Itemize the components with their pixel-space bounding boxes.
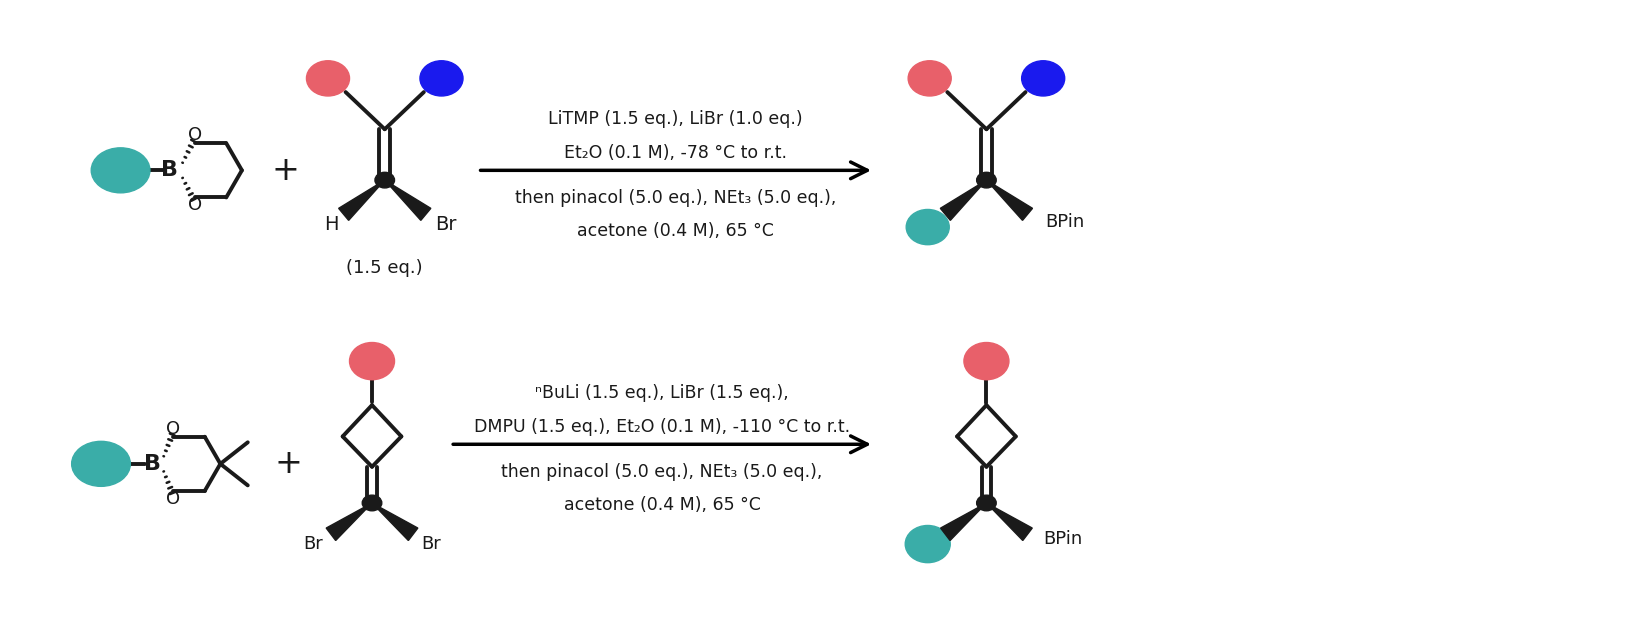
Text: O: O	[188, 196, 201, 214]
Polygon shape	[371, 503, 417, 541]
Text: B: B	[162, 160, 178, 180]
Ellipse shape	[977, 172, 997, 188]
Polygon shape	[327, 503, 371, 541]
Ellipse shape	[307, 61, 350, 96]
Ellipse shape	[71, 441, 130, 487]
Ellipse shape	[964, 343, 1008, 379]
Text: LiTMP (1.5 eq.), LiBr (1.0 eq.): LiTMP (1.5 eq.), LiBr (1.0 eq.)	[548, 110, 804, 128]
Ellipse shape	[906, 526, 950, 562]
Text: Et₂O (0.1 M), -78 °C to r.t.: Et₂O (0.1 M), -78 °C to r.t.	[564, 144, 787, 162]
Polygon shape	[987, 503, 1033, 541]
Polygon shape	[384, 180, 431, 220]
Text: BPin: BPin	[1043, 530, 1082, 548]
Text: Br: Br	[421, 535, 441, 553]
Polygon shape	[338, 180, 384, 220]
Text: then pinacol (5.0 eq.), NEt₃ (5.0 eq.),: then pinacol (5.0 eq.), NEt₃ (5.0 eq.),	[515, 189, 837, 207]
Text: Br: Br	[304, 535, 323, 553]
Text: DMPU (1.5 eq.), Et₂O (0.1 M), -110 °C to r.t.: DMPU (1.5 eq.), Et₂O (0.1 M), -110 °C to…	[474, 418, 850, 436]
Ellipse shape	[977, 495, 997, 511]
Text: Br: Br	[434, 214, 455, 234]
Text: +: +	[272, 154, 300, 187]
Polygon shape	[940, 180, 987, 220]
Text: ⁿBuLi (1.5 eq.), LiBr (1.5 eq.),: ⁿBuLi (1.5 eq.), LiBr (1.5 eq.),	[535, 385, 789, 403]
Text: acetone (0.4 M), 65 °C: acetone (0.4 M), 65 °C	[578, 222, 774, 240]
Text: (1.5 eq.): (1.5 eq.)	[346, 259, 422, 277]
Text: BPin: BPin	[1044, 213, 1084, 231]
Text: then pinacol (5.0 eq.), NEt₃ (5.0 eq.),: then pinacol (5.0 eq.), NEt₃ (5.0 eq.),	[502, 463, 823, 481]
Text: O: O	[167, 490, 180, 508]
Ellipse shape	[375, 172, 394, 188]
Ellipse shape	[906, 209, 949, 245]
Ellipse shape	[350, 343, 394, 379]
Text: +: +	[276, 447, 304, 480]
Text: O: O	[167, 420, 180, 438]
Polygon shape	[987, 180, 1033, 220]
Text: B: B	[144, 454, 162, 474]
Ellipse shape	[91, 148, 150, 193]
Text: O: O	[188, 126, 201, 144]
Ellipse shape	[421, 61, 464, 96]
Text: acetone (0.4 M), 65 °C: acetone (0.4 M), 65 °C	[564, 496, 761, 514]
Ellipse shape	[908, 61, 950, 96]
Ellipse shape	[363, 495, 381, 511]
Polygon shape	[940, 503, 987, 541]
Ellipse shape	[1021, 61, 1064, 96]
Text: H: H	[323, 214, 338, 234]
